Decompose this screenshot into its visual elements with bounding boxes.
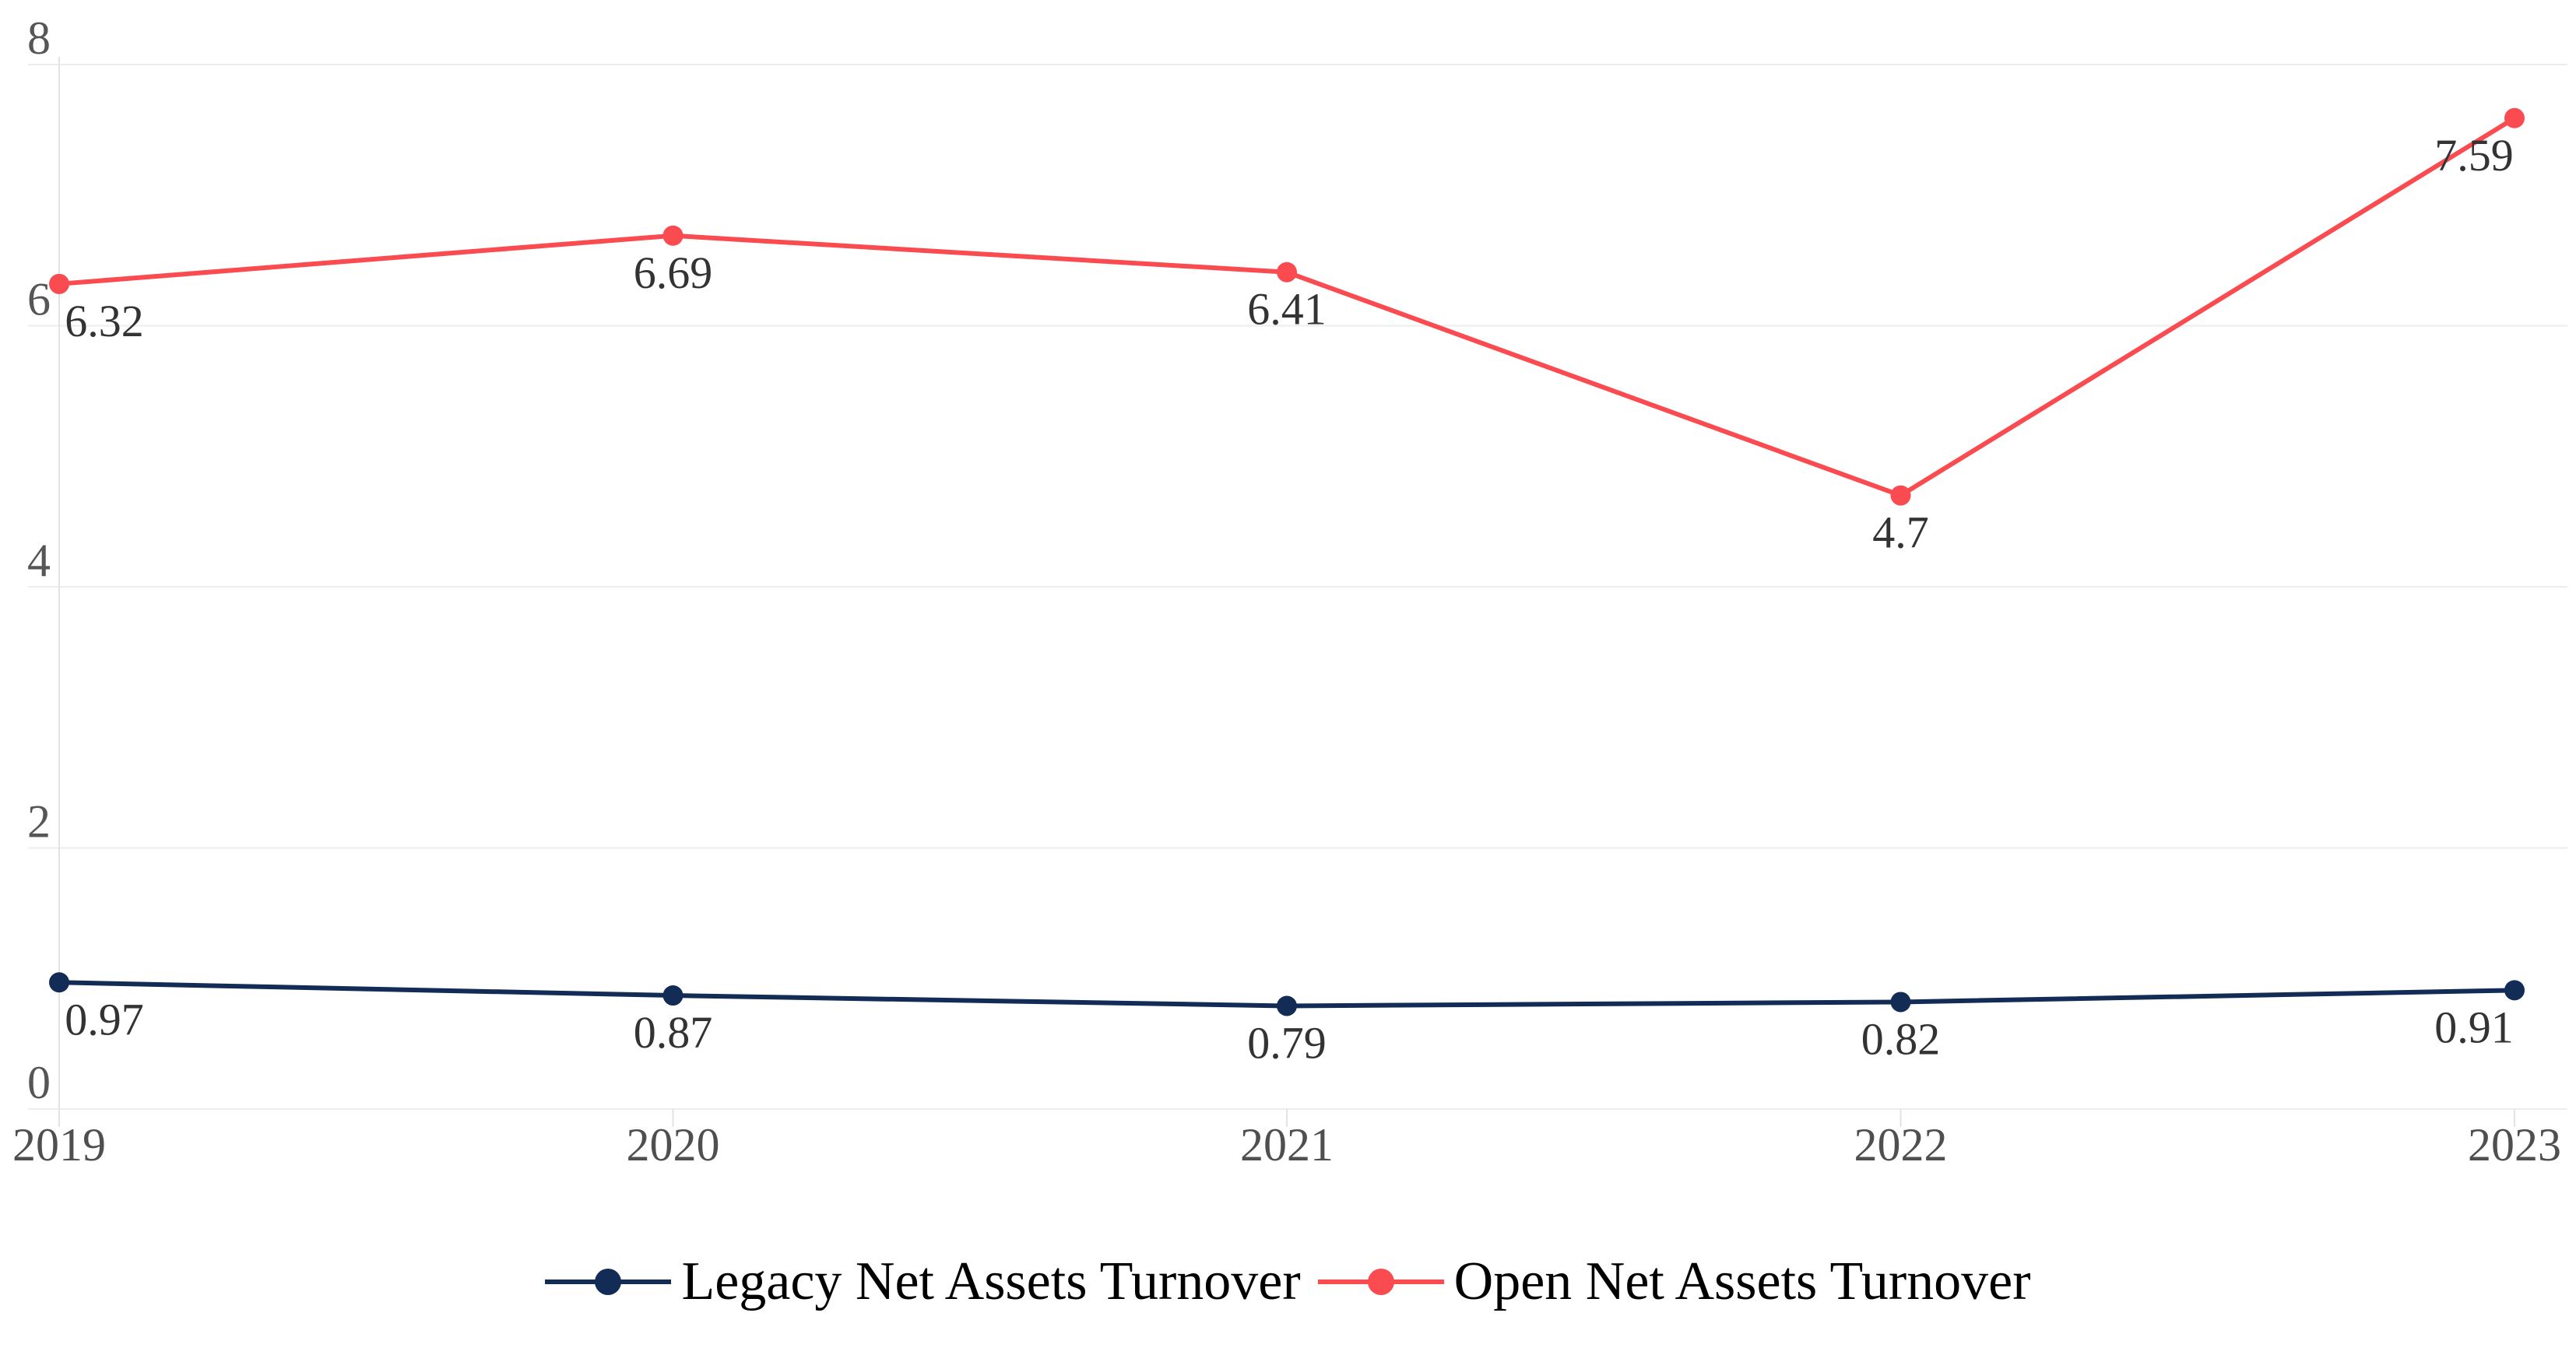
y-tick-label: 8 <box>27 12 51 64</box>
data-point[interactable] <box>662 985 684 1006</box>
data-point[interactable] <box>1277 995 1297 1016</box>
x-tick-label: 2021 <box>1240 1119 1334 1171</box>
y-tick-label: 0 <box>27 1057 51 1108</box>
legend: Legacy Net Assets Turnover Open Net Asse… <box>0 1255 2576 1309</box>
data-point[interactable] <box>1890 485 1911 506</box>
data-point-label: 0.82 <box>1861 1013 1941 1064</box>
legend-dot-icon <box>1367 1269 1394 1295</box>
legend-dot-icon <box>595 1269 622 1295</box>
data-point-label: 6.69 <box>634 247 713 298</box>
data-point[interactable] <box>1890 992 1911 1013</box>
y-tick-label: 2 <box>27 796 51 848</box>
data-point[interactable] <box>49 273 69 294</box>
data-point[interactable] <box>2504 107 2525 128</box>
data-point-label: 0.79 <box>1247 1017 1327 1068</box>
data-point[interactable] <box>1277 262 1297 283</box>
data-point-label: 0.87 <box>634 1007 713 1058</box>
data-point-label: 0.91 <box>2434 1002 2514 1052</box>
data-point-label: 0.97 <box>65 994 144 1044</box>
data-point-label: 6.41 <box>1247 284 1327 335</box>
legend-item[interactable]: Legacy Net Assets Turnover <box>545 1251 1301 1311</box>
data-point[interactable] <box>2504 980 2525 1001</box>
x-tick-label: 2023 <box>2468 1119 2561 1171</box>
x-tick-label: 2022 <box>1854 1119 1948 1171</box>
legend-label: Legacy Net Assets Turnover <box>681 1251 1301 1311</box>
legend-marker-icon <box>545 1265 672 1299</box>
legend-label: Open Net Assets Turnover <box>1453 1251 2031 1311</box>
y-tick-label: 6 <box>27 274 51 325</box>
data-point-label: 7.59 <box>2434 130 2514 181</box>
plot-area: 0 2 4 6 8 2019 2020 2021 2022 2023 0.97 0.87 0.79 0.8… <box>12 12 2567 1171</box>
legend-item[interactable]: Open Net Assets Turnover <box>1317 1251 2031 1311</box>
x-tick-label: 2020 <box>627 1119 720 1171</box>
y-tick-label: 4 <box>27 535 51 586</box>
data-point-label: 4.7 <box>1872 507 1929 558</box>
legend-marker-icon <box>1317 1265 1444 1299</box>
data-point[interactable] <box>662 225 684 246</box>
data-point-label: 6.32 <box>65 296 144 346</box>
x-tick-label: 2019 <box>12 1119 106 1171</box>
data-point[interactable] <box>49 972 69 993</box>
